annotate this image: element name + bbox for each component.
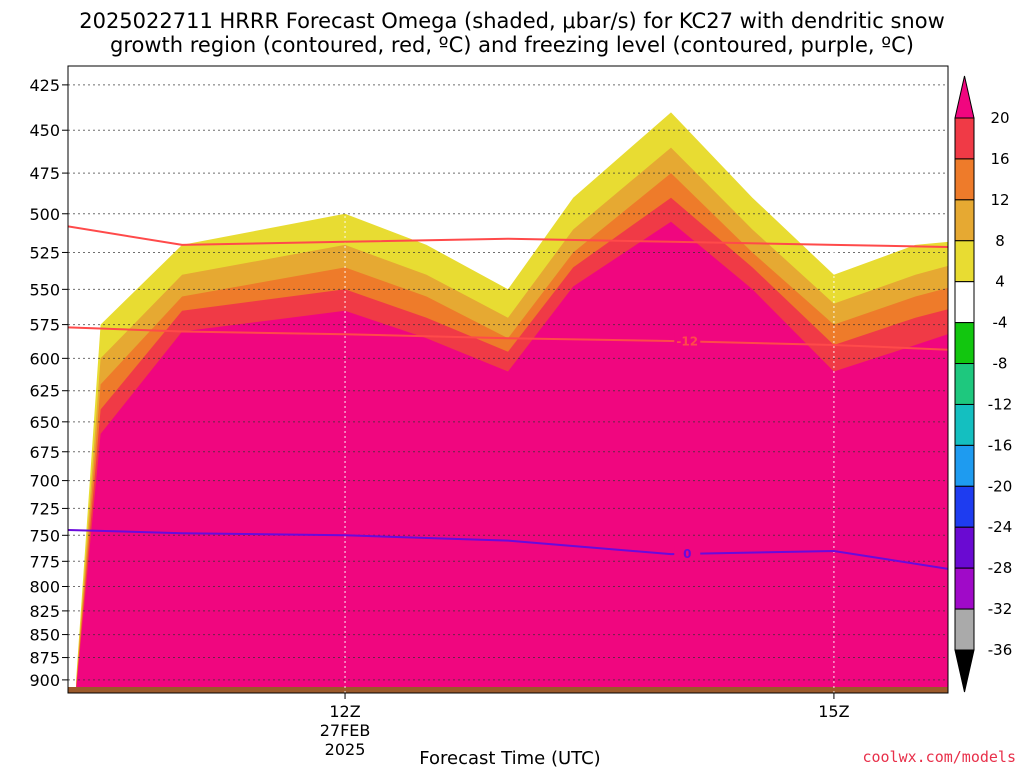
ground-strip <box>68 687 948 693</box>
y-tick-label-700: 700 <box>29 472 60 491</box>
y-tick-label-575: 575 <box>29 316 60 335</box>
colorbar-label-20: 20 <box>990 109 1009 127</box>
colorbar-label-4: 4 <box>995 273 1005 291</box>
colorbar-label--16: -16 <box>988 436 1013 454</box>
x-tick-label-12Z: 12Z <box>329 702 360 721</box>
colorbar-swatch-11 <box>954 567 975 610</box>
colorbar-bottom-triangle <box>954 649 975 693</box>
contour-label-0-0: 0 <box>683 547 691 561</box>
colorbar-swatch-6 <box>954 363 975 405</box>
colorbar-label-8: 8 <box>995 232 1005 250</box>
plot-clip-group: -18-18-12-120 <box>68 66 948 693</box>
colorbar-label-12: 12 <box>990 191 1009 209</box>
plot-area: -18-18-12-120 <box>68 66 948 693</box>
contour-label--12-0: -12 <box>676 334 698 348</box>
colorbar-swatch-0 <box>954 117 975 160</box>
plot-frame <box>67 65 949 694</box>
colorbar-swatch-3 <box>954 240 975 283</box>
colorbar-top-triangle <box>954 75 975 119</box>
y-tick-label-475: 475 <box>29 164 60 183</box>
colorbar-label--12: -12 <box>988 395 1013 413</box>
colorbar-swatch-9 <box>954 485 975 528</box>
colorbar-swatch-7 <box>954 403 975 446</box>
omega-band-20 <box>76 221 948 693</box>
credit-watermark: coolwx.com/models <box>862 748 1016 766</box>
contour-dendritic--12 <box>68 326 948 351</box>
y-tick-label-600: 600 <box>29 349 60 368</box>
y-tick-label-525: 525 <box>29 243 60 262</box>
x-tick-label-15Z: 15Z <box>818 702 849 721</box>
colorbar-swatch-8 <box>954 444 975 487</box>
axes: 425 450 475 500 525 550 575 600 625 650 675 700 725 7… <box>29 65 949 759</box>
colorbar-label--36: -36 <box>988 641 1013 659</box>
y-tick-label-775: 775 <box>29 552 60 571</box>
colorbar-label--8: -8 <box>993 355 1008 373</box>
x-tick-year-12Z: 2025 <box>325 740 366 759</box>
colorbar: 20 16 12 8 4 -4 -8 -12 -16 -20 -24 -28 -32 -36 <box>954 75 1013 693</box>
chart-title-line-1: 2025022711 HRRR Forecast Omega (shaded, … <box>79 9 945 33</box>
y-tick-label-850: 850 <box>29 626 60 645</box>
colorbar-label--28: -28 <box>988 559 1013 577</box>
colorbar-label--32: -32 <box>988 600 1013 618</box>
y-tick-label-725: 725 <box>29 499 60 518</box>
colorbar-label-16: 16 <box>990 150 1009 168</box>
colorbar-swatch-12 <box>954 608 975 651</box>
y-tick-label-500: 500 <box>29 205 60 224</box>
contour-dendritic--18 <box>68 225 948 249</box>
y-tick-label-425: 425 <box>29 76 60 95</box>
y-tick-label-550: 550 <box>29 280 60 299</box>
colorbar-label--4: -4 <box>993 314 1008 332</box>
chart-title-line-2: growth region (contoured, red, ºC) and f… <box>110 33 914 57</box>
y-tick-label-650: 650 <box>29 413 60 432</box>
y-tick-label-450: 450 <box>29 121 60 140</box>
y-tick-label-625: 625 <box>29 382 60 401</box>
colorbar-swatch-10 <box>954 526 975 569</box>
y-tick-label-875: 875 <box>29 649 60 668</box>
contour-label-bg-0-0 <box>674 545 701 560</box>
x-tick-date-12Z: 27FEB <box>320 721 371 740</box>
x-axis-label: Forecast Time (UTC) <box>419 748 600 768</box>
y-tick-label-800: 800 <box>29 577 60 596</box>
y-tick-label-750: 750 <box>29 526 60 545</box>
colorbar-swatch-1 <box>954 158 975 201</box>
colorbar-label--20: -20 <box>988 477 1013 495</box>
colorbar-swatch-5 <box>954 322 975 365</box>
contour-label-bg--12-0 <box>674 333 701 348</box>
y-tick-label-825: 825 <box>29 602 60 621</box>
y-tick-label-675: 675 <box>29 443 60 462</box>
colorbar-swatch-4 <box>954 281 975 324</box>
colorbar-swatch-2 <box>954 199 975 242</box>
colorbar-label--24: -24 <box>988 518 1013 536</box>
y-tick-label-900: 900 <box>29 671 60 690</box>
contour-freezing-level-0 <box>68 529 948 570</box>
